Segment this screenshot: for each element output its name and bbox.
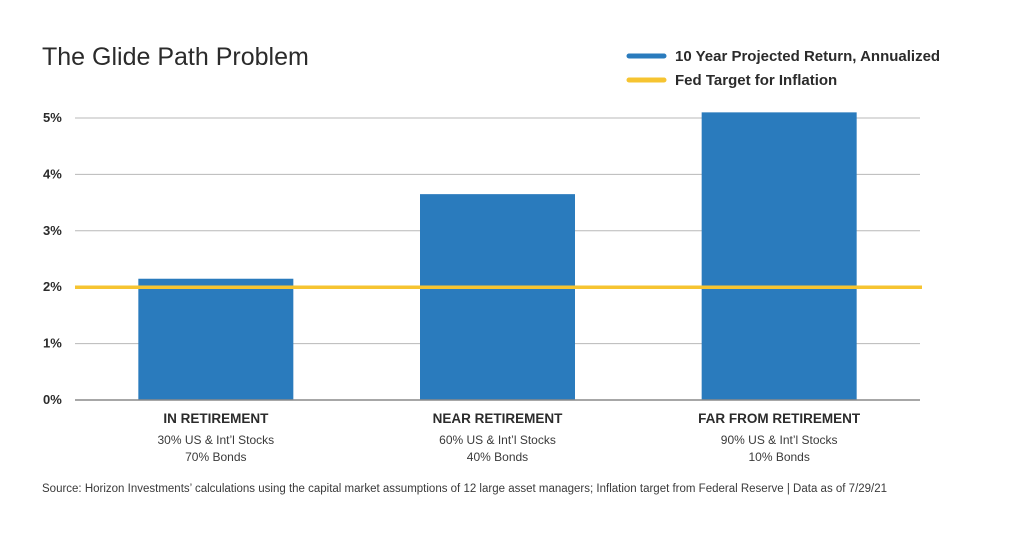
y-tick-label: 4% — [43, 166, 62, 181]
legend-label: Fed Target for Inflation — [675, 72, 837, 89]
category-detail: 10% Bonds — [748, 450, 809, 464]
bars — [138, 112, 857, 401]
category-label: FAR FROM RETIREMENT — [698, 411, 861, 426]
category-label: IN RETIREMENT — [163, 411, 269, 426]
y-tick-label: 1% — [43, 336, 62, 351]
legend: 10 Year Projected Return, Annualized Fed … — [626, 48, 940, 89]
category-label: NEAR RETIREMENT — [433, 411, 564, 426]
legend-label: 10 Year Projected Return, Annualized — [675, 48, 940, 65]
bar — [420, 194, 575, 400]
bar — [701, 112, 857, 401]
y-tick-label: 5% — [43, 110, 62, 125]
y-tick-label: 2% — [43, 279, 62, 294]
category-labels: IN RETIREMENT 30% US & Int’l Stocks 70% Bo… — [157, 411, 860, 464]
y-tick-label: 0% — [43, 392, 62, 407]
category-detail: 60% US & Int’l Stocks — [439, 433, 556, 447]
category-detail: 90% US & Int’l Stocks — [721, 433, 838, 447]
y-tick-label: 3% — [43, 223, 62, 238]
y-axis-ticks: 0% 1% 2% 3% 4% 5% — [43, 110, 62, 407]
bar — [138, 278, 294, 400]
source-note: Source: Horizon Investments’ calculation… — [42, 483, 887, 495]
chart-title: The Glide Path Problem — [42, 43, 309, 71]
category-detail: 70% Bonds — [185, 450, 246, 464]
category-detail: 30% US & Int’l Stocks — [157, 433, 274, 447]
category-detail: 40% Bonds — [467, 450, 528, 464]
